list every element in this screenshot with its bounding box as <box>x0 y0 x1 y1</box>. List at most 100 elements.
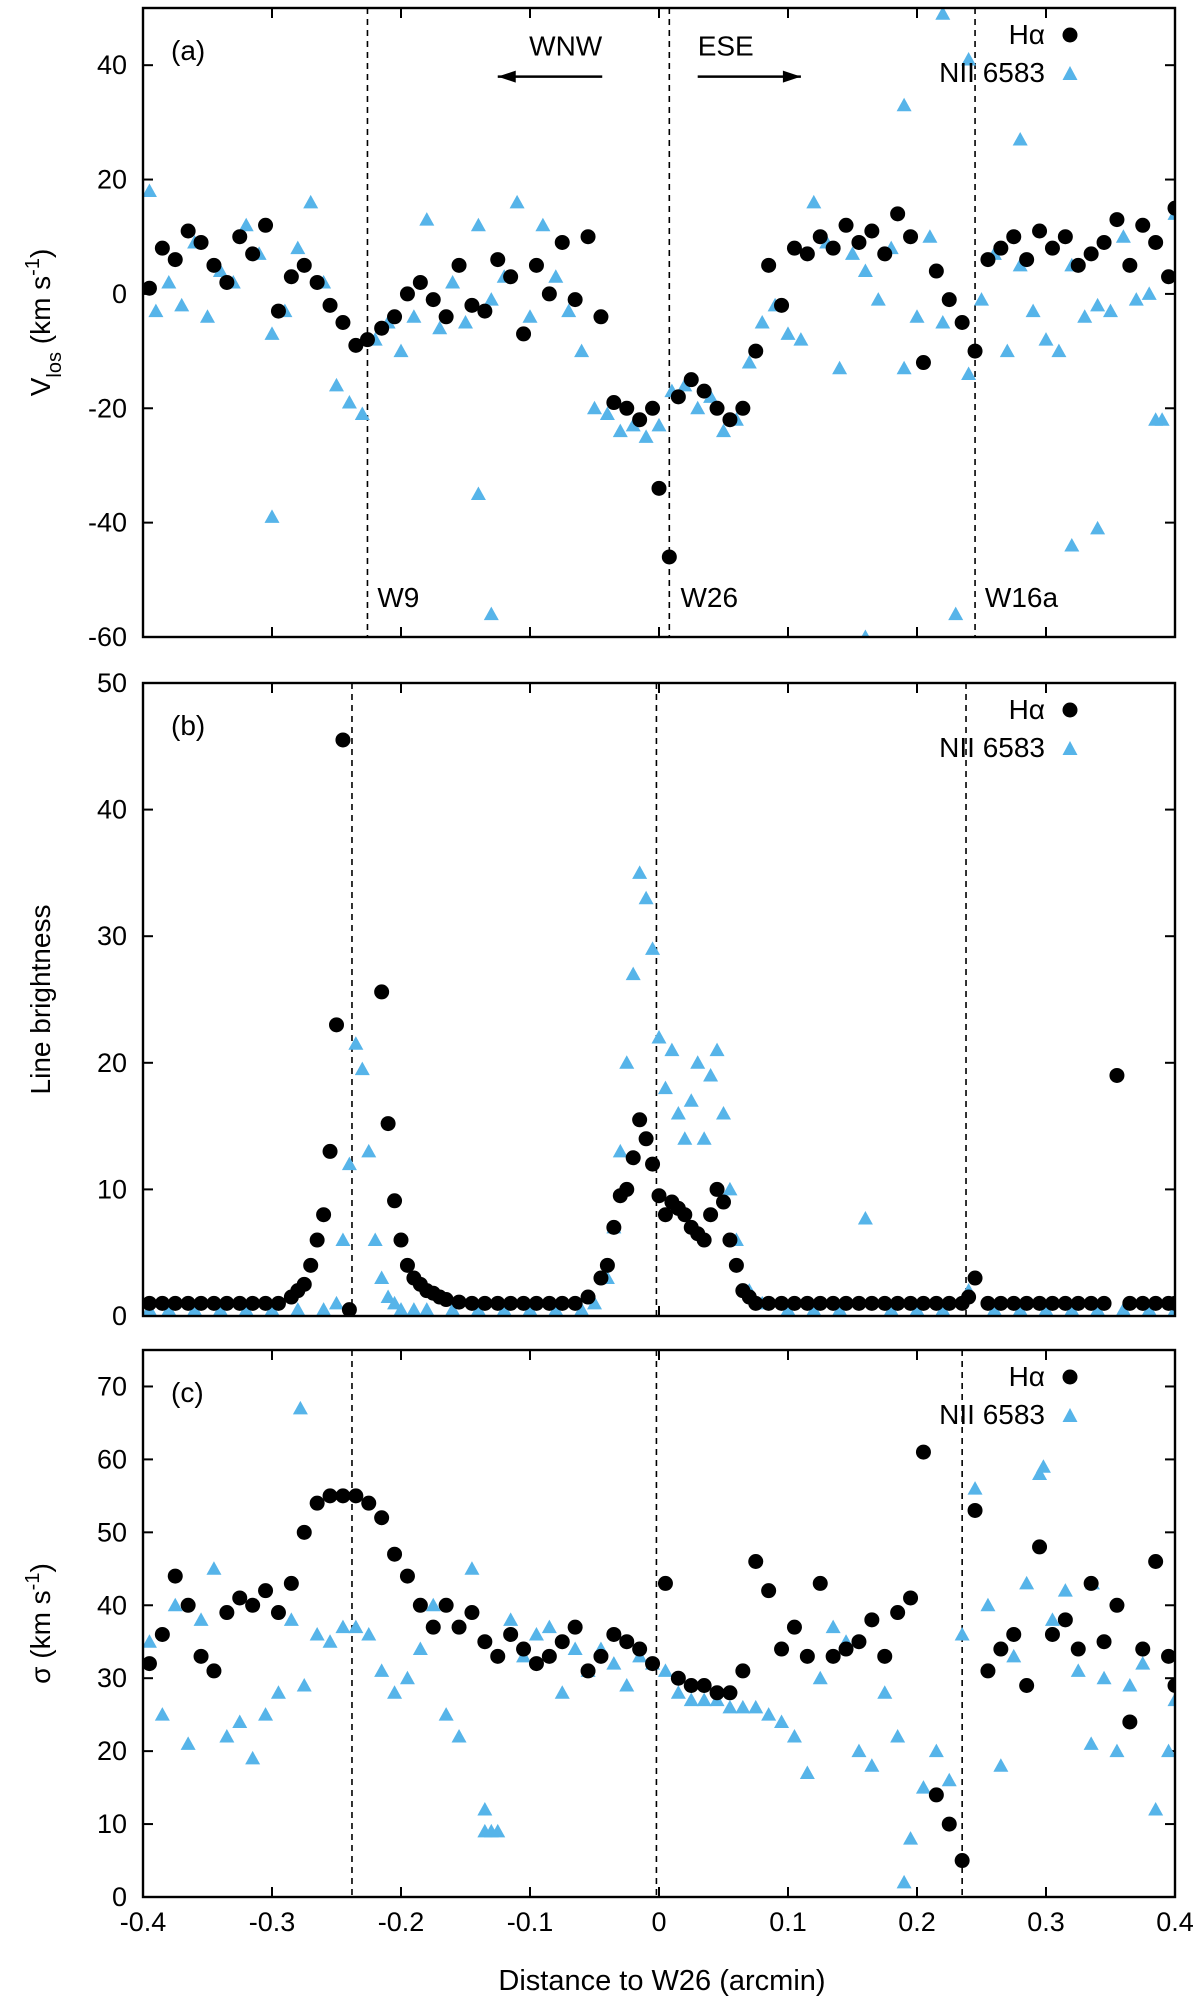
legend-marker-halpha <box>1062 27 1078 43</box>
nii-point <box>483 606 499 621</box>
halpha-point <box>348 1488 364 1504</box>
nii-point <box>716 423 731 438</box>
halpha-point <box>219 274 235 290</box>
halpha-point <box>167 1568 183 1584</box>
halpha-point <box>296 1276 312 1292</box>
nii-point <box>1077 309 1093 323</box>
nii-point <box>322 1634 338 1648</box>
plot-frame <box>141 681 1177 1318</box>
nii-point <box>458 315 473 329</box>
halpha-point <box>516 1641 532 1657</box>
plot-frame <box>141 6 1177 639</box>
halpha-point <box>670 389 686 405</box>
halpha-point <box>1122 1295 1138 1311</box>
halpha-point <box>748 1295 764 1311</box>
y-tick-label: 0 <box>112 1882 127 1912</box>
halpha-point <box>864 1612 880 1628</box>
nii-point <box>574 1302 590 1316</box>
halpha-point <box>825 1295 841 1311</box>
nii-point <box>574 343 590 358</box>
nii-point <box>935 8 951 20</box>
halpha-point <box>580 1663 596 1679</box>
halpha-point <box>270 303 286 319</box>
nii-point <box>793 332 809 346</box>
nii-point <box>1090 1302 1106 1316</box>
y-tick-label: 30 <box>97 1663 127 1693</box>
halpha-point <box>1083 1295 1099 1311</box>
halpha-point <box>774 1295 790 1311</box>
halpha-point <box>774 297 790 313</box>
nii-point <box>625 966 641 981</box>
halpha-point <box>303 1257 319 1273</box>
nii-point <box>387 1685 403 1699</box>
nii-point <box>986 1302 1002 1316</box>
direction-arrow-head <box>782 70 801 83</box>
nii-point <box>316 1302 332 1316</box>
y-axis-label: σ (km s-1) <box>22 1563 56 1684</box>
nii-point <box>309 1626 325 1641</box>
nii-point <box>864 1758 880 1772</box>
x-tick-label: 0.2 <box>898 1907 936 1937</box>
halpha-point <box>296 257 312 273</box>
nii-point <box>748 1699 764 1714</box>
nii-point <box>587 400 602 415</box>
halpha-point <box>661 549 677 565</box>
halpha-point <box>632 1112 648 1128</box>
y-tick-label: 50 <box>97 1517 127 1547</box>
halpha-point <box>722 1685 738 1701</box>
source-label-w9: W9 <box>377 582 419 613</box>
halpha-point <box>335 315 351 330</box>
nii-point <box>703 389 719 403</box>
halpha-point <box>348 337 364 353</box>
halpha-point <box>864 1295 880 1311</box>
halpha-point <box>593 1270 609 1286</box>
nii-point <box>754 315 770 329</box>
nii-point <box>406 309 422 323</box>
nii-point <box>967 1481 983 1495</box>
panel-label: (c) <box>171 1377 204 1408</box>
halpha-point <box>625 1150 641 1166</box>
halpha-point <box>645 1156 661 1172</box>
halpha-point <box>143 280 157 296</box>
nii-point <box>148 303 164 318</box>
nii-point <box>1035 1459 1051 1473</box>
legend-label-halpha: Hα <box>1009 694 1045 725</box>
legend-marker-nii <box>1062 66 1078 80</box>
halpha-point <box>322 297 338 313</box>
nii-point <box>348 1619 364 1634</box>
y-tick-label: 10 <box>97 1809 127 1839</box>
nii-point <box>303 194 319 209</box>
nii-point <box>445 274 461 289</box>
halpha-point <box>1109 1067 1125 1083</box>
halpha-point <box>877 246 893 262</box>
nii-point <box>329 377 344 392</box>
halpha-point <box>245 1295 261 1311</box>
halpha-point <box>1044 1295 1060 1311</box>
halpha-point <box>425 292 441 308</box>
source-label-w26: W26 <box>680 582 738 613</box>
nii-point <box>264 509 280 523</box>
halpha-point <box>761 1583 777 1599</box>
nii-point <box>696 1692 712 1707</box>
panel-c-velocity-dispersion: -0.4 -0.3 -0.2 -0.1 0 0.1 0.2 0.3 0.4 0 10 20 30 40 50… <box>22 1348 1194 1937</box>
nii-point <box>619 1055 635 1069</box>
halpha-point <box>193 1648 209 1664</box>
source-label-w16a: W16a <box>985 582 1059 613</box>
halpha-point <box>1019 252 1035 268</box>
nii-point <box>212 1302 228 1316</box>
halpha-point <box>941 1295 957 1311</box>
halpha-point <box>890 1295 906 1311</box>
nii-point <box>554 1685 570 1699</box>
nii-point <box>651 417 667 432</box>
legend-label-nii: NII 6583 <box>939 1399 1045 1430</box>
nii-point <box>896 1874 912 1889</box>
halpha-point <box>619 1181 635 1197</box>
halpha-point <box>258 1583 274 1599</box>
halpha-point <box>387 1546 403 1562</box>
nii-point <box>438 1707 454 1721</box>
nii-point <box>393 1302 409 1316</box>
y-tick-label: 60 <box>97 1444 127 1474</box>
nii-point <box>419 212 435 226</box>
nii-point <box>670 1685 686 1699</box>
halpha-point <box>838 1641 854 1657</box>
